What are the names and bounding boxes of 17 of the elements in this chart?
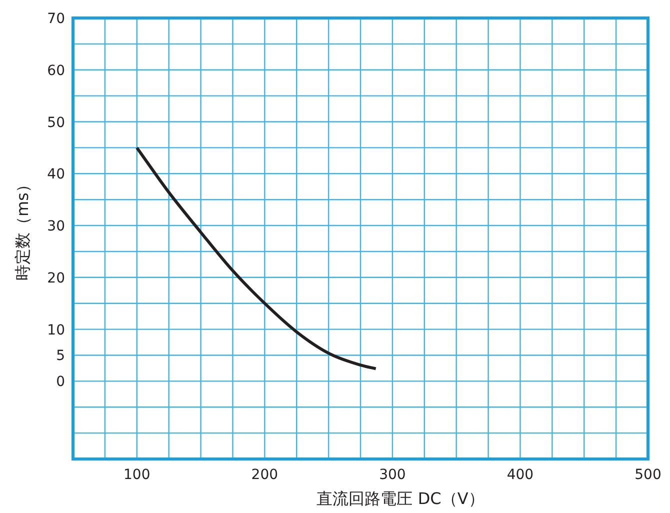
y-tick-label: 40 <box>47 166 65 183</box>
x-tick-label: 500 <box>634 467 662 483</box>
y-tick-label: 50 <box>47 114 65 131</box>
y-tick-label: 30 <box>47 218 65 235</box>
x-tick-label: 300 <box>379 467 406 483</box>
y-tick-label: 60 <box>47 62 65 79</box>
y-tick-label: 70 <box>47 11 65 27</box>
y-tick-label: 5 <box>56 348 65 364</box>
y-axis-title: 時定数（ms） <box>13 176 32 280</box>
x-axis-title: 直流回路電圧 DC（V） <box>316 489 484 508</box>
x-tick-label: 100 <box>124 467 150 483</box>
x-tick-label: 400 <box>506 467 534 483</box>
line-series <box>135 146 378 370</box>
y-tick-label: 20 <box>47 270 65 286</box>
y-tick-label: 0 <box>56 374 65 390</box>
x-tick-label: 200 <box>251 467 278 483</box>
y-tick-label: 10 <box>47 322 65 338</box>
